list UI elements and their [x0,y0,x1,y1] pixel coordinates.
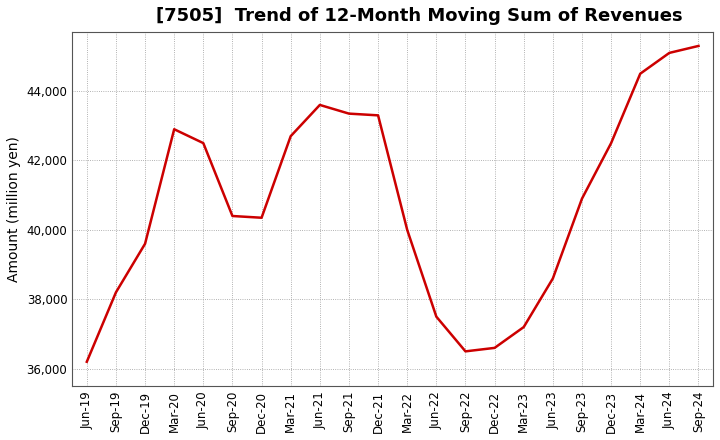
Y-axis label: Amount (million yen): Amount (million yen) [7,136,21,282]
Text: [7505]  Trend of 12-Month Moving Sum of Revenues: [7505] Trend of 12-Month Moving Sum of R… [156,7,682,25]
